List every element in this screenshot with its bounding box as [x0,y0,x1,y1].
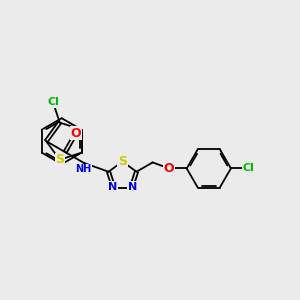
Text: O: O [164,162,175,175]
Text: S: S [55,153,64,166]
Text: NH: NH [75,164,92,175]
Text: S: S [118,155,127,168]
Text: N: N [108,182,117,192]
Text: N: N [128,182,137,192]
Text: Cl: Cl [47,98,59,107]
Text: O: O [71,127,81,140]
Text: Cl: Cl [243,164,254,173]
